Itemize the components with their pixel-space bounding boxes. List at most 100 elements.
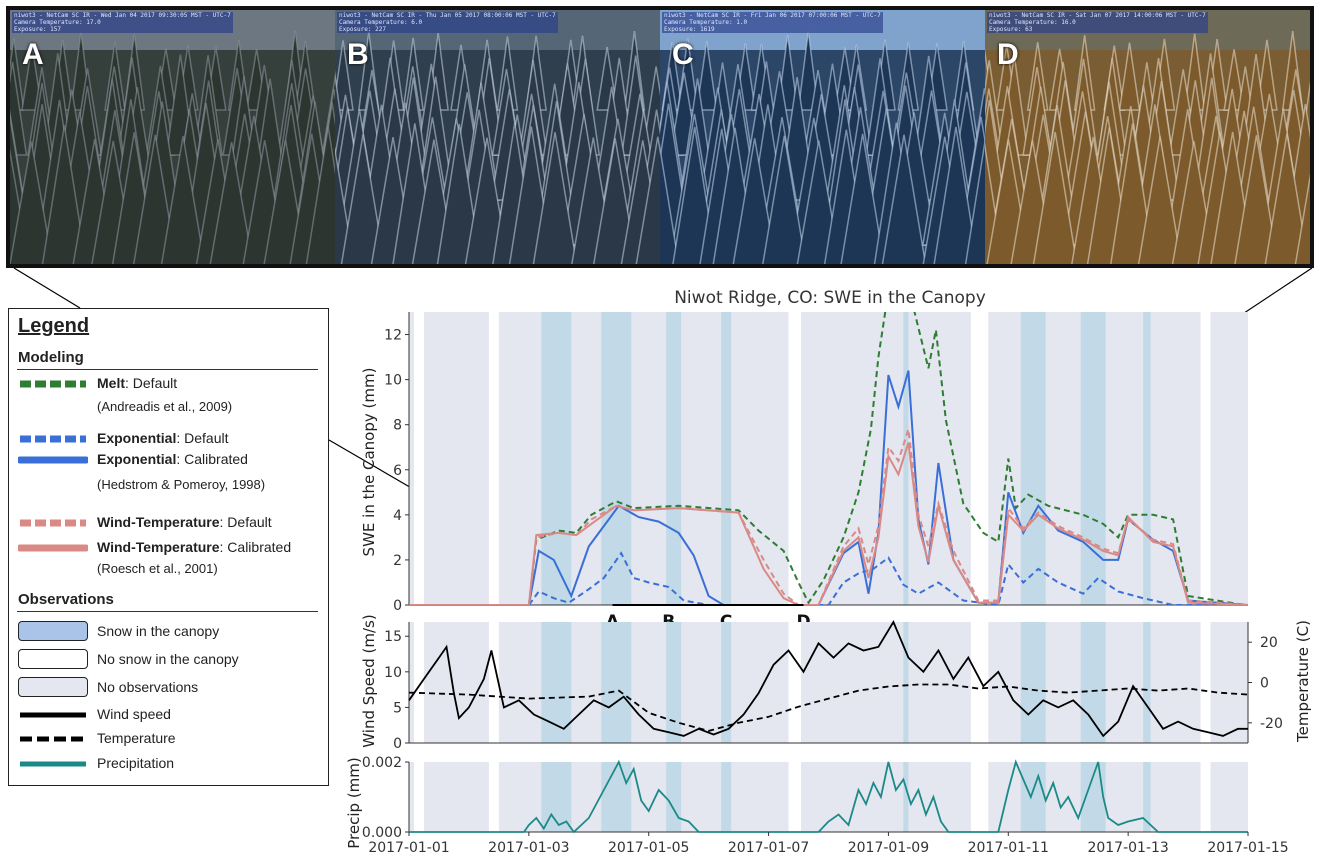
legend-label-melt-bold: Melt <box>97 375 125 391</box>
x-tick-label: 2017-01-01 <box>368 840 449 856</box>
legend-modeling-heading: Modeling <box>18 349 84 366</box>
photo-a-exposure: Exposure: 157 <box>14 26 61 33</box>
wind-temperature-panel: 0 5 10 15 -20 0 20 <box>384 620 1283 752</box>
no-snow-band <box>1200 762 1211 832</box>
forest-photo-c <box>660 10 985 264</box>
legend-swatch-temperature <box>20 736 86 742</box>
wind-y-axis-label: Wind Speed (m/s) <box>360 614 378 747</box>
legend-label-windtemp-calibrated: Wind-Temperature: Calibrated <box>97 539 291 555</box>
forest-photo-a <box>10 10 335 264</box>
precipitation-panel: 0.000 0.002 2017-01-01 2017-01-03 2017-01-05… <box>362 755 1289 856</box>
legend-observations-heading: Observations <box>18 591 114 608</box>
photo-d-camera-temp: Camera Temperature: 16.0 <box>989 19 1076 26</box>
wind-y-tick-label: 10 <box>384 665 402 681</box>
photo-tree <box>1264 133 1310 264</box>
photo-tree <box>436 123 482 264</box>
no-snow-band <box>788 762 802 832</box>
snow-in-canopy-band <box>903 312 909 605</box>
legend-divider-observations <box>17 611 318 612</box>
legend-label-exponential-default: Exponential: Default <box>97 430 229 446</box>
photo-tree <box>340 134 386 264</box>
photo-tree <box>335 145 355 264</box>
x-tick-label: 2017-01-09 <box>848 840 929 856</box>
snow-in-canopy-band <box>666 622 682 743</box>
swe-series-group <box>409 312 1248 605</box>
temperature-y-tick-label: 0 <box>1260 676 1269 692</box>
legend-cite-melt: (Andreadis et al., 2009) <box>97 399 233 414</box>
legend-divider-modeling <box>17 369 318 370</box>
photo-d-exposure: Exposure: 63 <box>989 26 1033 33</box>
temperature-y-axis-label: Temperature (C) <box>1294 620 1312 743</box>
photo-c-camera-temp: Camera Temperature: 1.0 <box>664 19 748 26</box>
no-snow-band <box>413 312 424 605</box>
no-snow-band <box>488 312 499 605</box>
photo-c-header: niwot3 - NetCam SC IR - Fri Jan 06 2017 … <box>662 12 883 33</box>
snow-in-canopy-band <box>601 622 632 743</box>
legend-swatch-wind-speed <box>20 712 86 718</box>
photo-tree <box>1137 136 1183 264</box>
temperature-y-tick-label: -20 <box>1260 716 1283 732</box>
legend-label-snow-in-canopy: Snow in the canopy <box>97 623 220 639</box>
snow-in-canopy-band <box>1143 312 1151 605</box>
photo-c-caption: niwot3 - NetCam SC IR - Fri Jan 06 2017 … <box>664 12 881 19</box>
snow-in-canopy-band <box>721 312 732 605</box>
snow-in-canopy-band <box>1080 762 1106 832</box>
wind-no-observation-background <box>409 622 1248 743</box>
legend-label-windtemp-calibrated-bold: Wind-Temperature <box>97 539 220 555</box>
photo-a: niwot3 - NetCam SC IR - Wed Jan 04 2017 … <box>10 10 335 264</box>
series-wind-temperature-calibrated <box>409 442 1248 605</box>
photo-tree <box>695 41 718 111</box>
connector-left-top <box>13 267 81 309</box>
photo-tree <box>209 141 254 264</box>
no-snow-band <box>413 622 424 743</box>
photo-d-caption: niwot3 - NetCam SC IR - Sat Jan 07 2017 … <box>989 12 1206 19</box>
photo-a-header: niwot3 - NetCam SC IR - Wed Jan 04 2017 … <box>12 12 233 33</box>
swe-y-tick-label: 8 <box>393 418 402 434</box>
legend-box: Legend Modeling Melt: Default (Andreadis… <box>8 308 329 786</box>
swe-y-tick-label: 4 <box>393 508 402 524</box>
photo-tree <box>840 133 885 264</box>
snow-in-canopy-band <box>1080 312 1106 605</box>
snow-in-canopy-band <box>903 622 909 743</box>
photo-a-camera-temp: Camera Temperature: 17.0 <box>14 19 101 26</box>
legend-label-exponential-calibrated-rest: : Calibrated <box>176 451 248 467</box>
snow-in-canopy-band <box>1020 622 1046 743</box>
legend-label-windtemp-default-bold: Wind-Temperature <box>97 514 220 530</box>
photo-c-exposure: Exposure: 1619 <box>664 26 715 33</box>
photo-tree <box>41 125 87 264</box>
snow-in-canopy-band <box>541 312 572 605</box>
legend-label-windtemp-default: Wind-Temperature: Default <box>97 514 272 530</box>
photo-tree <box>797 31 820 111</box>
no-snow-band <box>488 762 499 832</box>
chart-title: Niwot Ridge, CO: SWE in the Canopy <box>674 288 986 308</box>
x-tick-label: 2017-01-05 <box>608 840 689 856</box>
photo-b-header: niwot3 - NetCam SC IR - Thu Jan 05 2017 … <box>337 12 558 33</box>
no-snow-band <box>970 312 989 605</box>
photo-tree <box>762 135 807 264</box>
wind-y-tick-label: 0 <box>393 736 402 752</box>
forest-photo-d <box>985 10 1310 264</box>
photo-tree <box>635 136 660 264</box>
no-snow-band <box>970 762 989 832</box>
snow-in-canopy-band <box>1080 622 1106 743</box>
photo-tree <box>10 141 54 264</box>
legend-swatch-melt-default <box>20 380 86 388</box>
swe-y-tick-label: 2 <box>393 553 402 569</box>
legend-swatch-no-snow <box>18 649 88 669</box>
wind-y-tick-label: 5 <box>393 700 402 716</box>
no-snow-band <box>1200 312 1211 605</box>
photo-c: niwot3 - NetCam SC IR - Fri Jan 06 2017 … <box>660 10 985 264</box>
swe-y-tick-label: 6 <box>393 463 402 479</box>
photo-tree <box>933 126 979 264</box>
legend-swatch-windtemp-calibrated <box>18 544 88 552</box>
precip-y-tick-label: 0.002 <box>362 755 402 771</box>
no-snow-band <box>413 762 424 832</box>
photo-a-caption: niwot3 - NetCam SC IR - Wed Jan 04 2017 … <box>14 12 231 19</box>
swe-panel: 024681012ABCD <box>384 312 1248 632</box>
legend-swatch-no-observations <box>18 677 88 697</box>
legend-title: Legend <box>18 315 90 337</box>
legend-label-melt-default: Melt: Default <box>97 375 177 391</box>
series-melt-default <box>409 312 1248 605</box>
snow-in-canopy-band <box>666 762 682 832</box>
